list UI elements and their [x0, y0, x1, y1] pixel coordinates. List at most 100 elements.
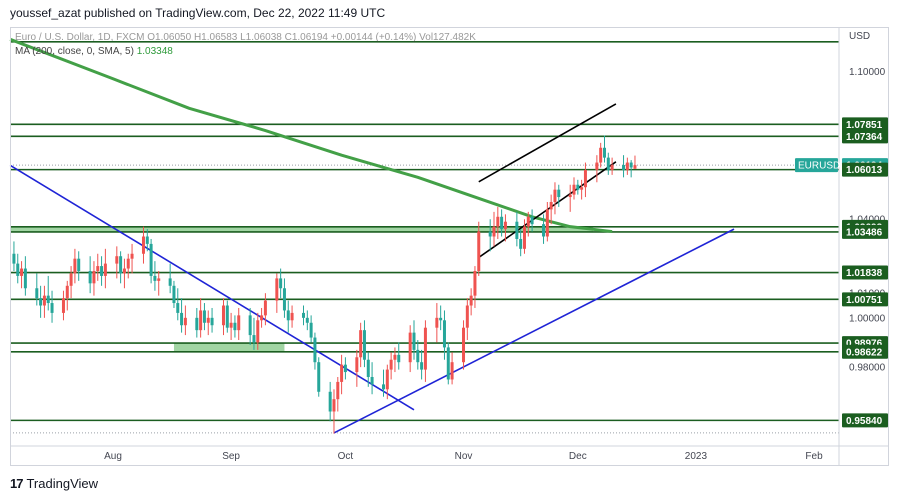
candle-body-22: [126, 258, 130, 269]
candle-body-93: [503, 221, 507, 230]
candle-body-96: [522, 226, 526, 249]
candle-body-48: [263, 300, 267, 316]
x-tick-Aug: Aug: [104, 451, 122, 462]
price-label-bg-1.00751: [842, 292, 888, 307]
y-tick-1.10000: 1.10000: [849, 67, 886, 78]
candle-body-58: [317, 362, 321, 392]
candle-body-49: [275, 278, 279, 301]
candle-body-71: [389, 359, 393, 370]
candle-body-72: [393, 354, 397, 360]
candle-body-13: [77, 258, 81, 272]
candle-body-6: [42, 295, 46, 306]
candle-body-18: [103, 263, 107, 276]
candles-layer: [12, 135, 637, 434]
candle-body-26: [149, 243, 153, 276]
candle-body-95: [519, 238, 523, 249]
price-label-1.03486: 1.03486: [846, 227, 883, 238]
candle-body-64: [355, 357, 359, 373]
candle-body-53: [290, 312, 294, 321]
candle-body-75: [412, 332, 416, 350]
candle-body-30: [172, 285, 176, 304]
candle-body-61: [336, 381, 340, 400]
price-label-1.01838: 1.01838: [846, 268, 883, 279]
axes-layer: AugSepOctNovDec2023FebUSD1.100001.040001…: [10, 27, 889, 466]
candle-body-116: [629, 162, 633, 168]
candle-body-90: [492, 226, 496, 237]
candle-body-15: [92, 271, 96, 284]
candle-body-24: [141, 236, 145, 254]
candle-body-16: [96, 266, 100, 272]
candle-body-32: [180, 312, 184, 326]
candle-body-87: [473, 271, 477, 296]
candle-body-79: [435, 317, 439, 328]
candle-body-29: [168, 278, 172, 286]
candle-body-97: [526, 216, 530, 227]
candle-body-65: [359, 330, 363, 358]
candle-body-55: [305, 317, 309, 323]
candle-body-56: [309, 322, 313, 338]
candle-body-45: [252, 335, 256, 343]
candle-body-113: [610, 165, 614, 170]
levels-layer: [10, 40, 839, 434]
candle-body-34: [195, 317, 199, 331]
candle-body-66: [362, 330, 366, 360]
price-label-0.98976: 0.98976: [846, 339, 883, 350]
x-tick-2023: 2023: [685, 451, 708, 462]
candle-body-91: [496, 216, 500, 227]
candle-body-31: [176, 303, 180, 313]
x-tick-Oct: Oct: [338, 451, 354, 462]
candle-body-106: [576, 184, 580, 190]
candle-body-89: [488, 231, 492, 237]
x-tick-Feb: Feb: [805, 451, 823, 462]
candle-body-57: [313, 337, 317, 363]
channel-upper: [478, 103, 617, 183]
candle-body-111: [602, 147, 606, 158]
zone-0: [10, 226, 594, 232]
candle-body-20: [119, 256, 123, 274]
footer: 17 TradingView: [10, 476, 98, 491]
price-label-0.95840: 0.95840: [846, 416, 883, 427]
ma-legend: MA (200, close, 0, SMA, 5) 1.03348: [15, 46, 173, 57]
candle-body-68: [370, 376, 374, 385]
x-tick-Sep: Sep: [222, 451, 240, 462]
candle-body-82: [446, 347, 450, 380]
candle-body-69: [382, 384, 386, 390]
symbol-tag: EURUSD: [798, 161, 840, 172]
candle-body-7: [46, 295, 50, 304]
price-label-bg-1.01838: [842, 265, 888, 280]
ma-layer: [9, 37, 613, 234]
candle-body-109: [595, 162, 599, 170]
candle-body-60: [332, 399, 336, 412]
candle-body-104: [568, 194, 572, 198]
trendline-ascending: [333, 228, 735, 434]
candle-body-37: [206, 317, 210, 323]
candle-body-52: [286, 310, 290, 321]
candle-body-88: [477, 231, 481, 272]
candle-body-36: [202, 310, 206, 323]
candle-body-14: [88, 271, 92, 284]
candle-body-2: [20, 268, 24, 276]
candle-body-33: [183, 317, 187, 326]
candle-body-110: [599, 147, 603, 163]
price-label-bg-1.06013: [842, 162, 888, 177]
candle-body-0: [12, 253, 16, 264]
candle-body-112: [606, 157, 610, 170]
candle-body-101: [549, 201, 553, 210]
ma-legend-value: 1.03348: [136, 46, 173, 57]
candle-body-105: [572, 184, 576, 195]
price-label-0.98622: 0.98622: [846, 347, 883, 358]
zones-layer: [10, 226, 594, 352]
candle-body-62: [340, 364, 344, 382]
candle-body-83: [450, 362, 454, 380]
candle-body-42: [233, 322, 237, 331]
y-tick-1.00000: 1.00000: [849, 313, 886, 324]
publisher-header: youssef_azat published on TradingView.co…: [10, 6, 386, 20]
candle-body-11: [69, 273, 73, 286]
price-label-1.07851: 1.07851: [846, 120, 883, 131]
candle-body-27: [153, 275, 157, 281]
candle-body-51: [282, 288, 286, 311]
candle-body-17: [100, 266, 104, 276]
candle-body-63: [343, 364, 347, 373]
footer-brand[interactable]: TradingView: [26, 476, 99, 491]
